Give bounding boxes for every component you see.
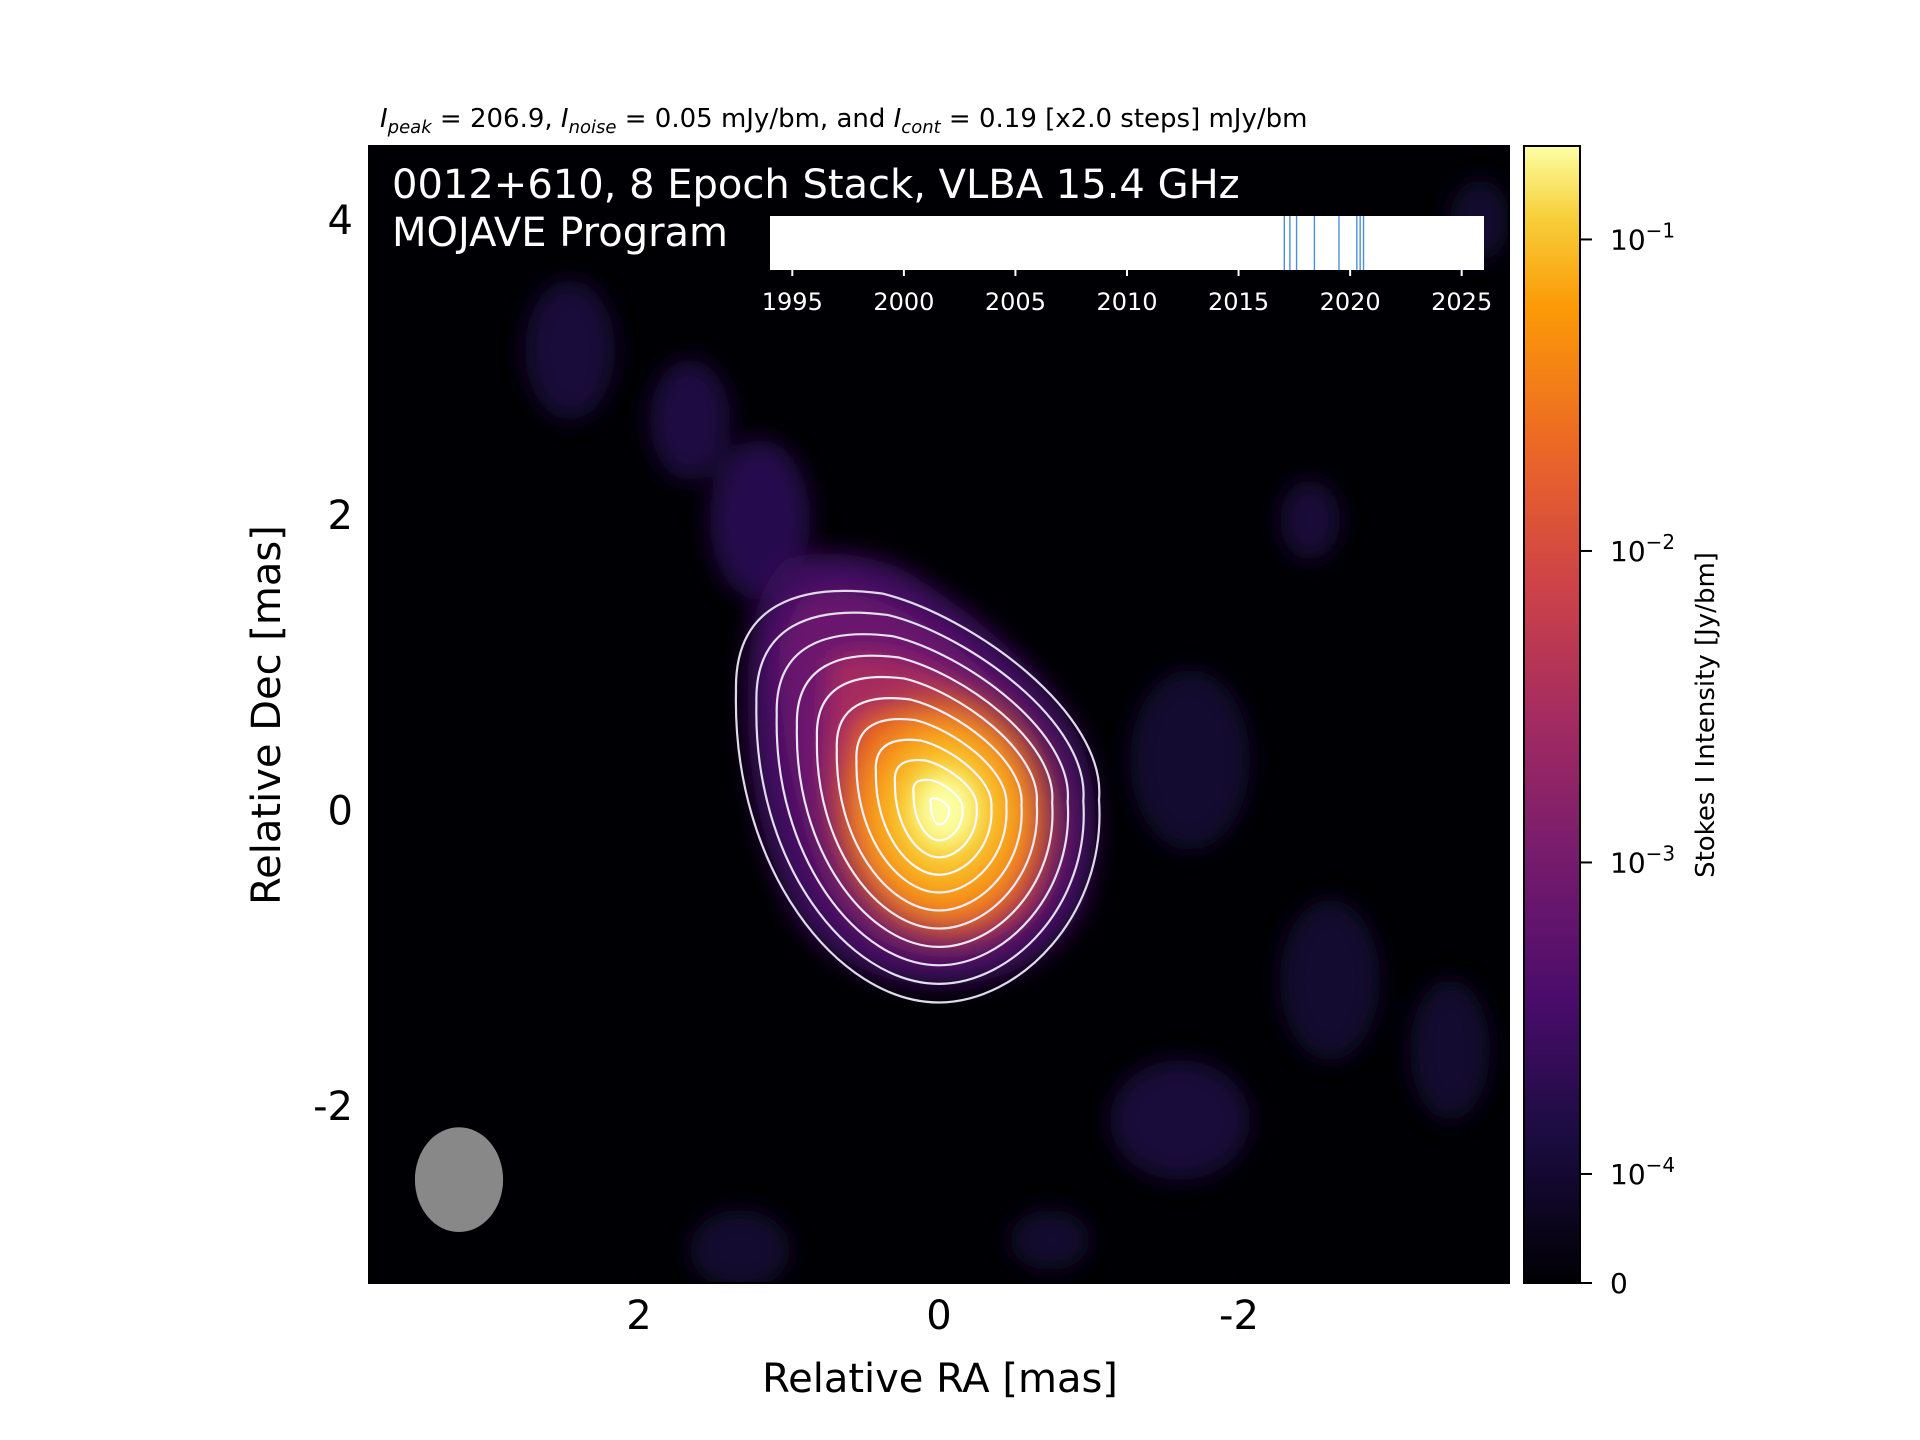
beam-ellipse [414,1127,504,1233]
y-tick-label: 2 [328,493,353,539]
noise-symbol: I [561,104,569,134]
timeline-tick-label: 2020 [1320,288,1381,316]
program-label: MOJAVE Program [392,210,728,256]
timeline-tick-label: 2000 [873,288,934,316]
x-axis-ticks: 2 0 -2 [626,1273,1259,1339]
timeline-tick-label: 2025 [1431,288,1492,316]
epoch-timeline: 1995 2000 2005 2010 2015 2020 2025 [762,216,1492,316]
noise-text: = 0.05 mJy/bm, and [616,104,893,134]
x-tick-label: 0 [926,1293,951,1339]
timeline-tick-label: 2010 [1096,288,1157,316]
y-axis-label: Relative Dec [mas] [244,525,290,905]
peak-sub: peak [387,117,434,138]
x-tick-label: -2 [1219,1293,1259,1339]
peak-symbol: I [380,104,388,134]
contour-level [855,718,1008,894]
contour-level [815,675,1039,930]
x-axis-label: Relative RA [mas] [762,1356,1118,1402]
colorbar-tick-label: 10−4 [1610,1153,1675,1191]
contour-level [929,797,951,826]
core-peak [915,774,975,846]
contour-level [755,611,1085,985]
contour-level [734,589,1101,1004]
timeline-ticks: 1995 2000 2005 2010 2015 2020 2025 [762,270,1492,316]
colorbar-tick-label: 10−1 [1610,218,1675,256]
contour-level [775,633,1070,967]
colorbar-tick-label: 10−2 [1610,530,1675,568]
cont-sub: cont [901,117,941,138]
y-tick-label: 0 [328,788,353,834]
y-tick-label: -2 [313,1084,353,1130]
colorbar-frame [1523,145,1581,1284]
header-stats: Ipeak = 206.9, Inoise = 0.05 mJy/bm, and… [380,104,1307,138]
peak-text: = 206.9, [432,104,561,134]
epoch-lines [1283,216,1365,270]
timeline-tick-label: 1995 [762,288,823,316]
y-tick-label: 4 [328,198,353,244]
timeline-tick-label: 2015 [1208,288,1269,316]
colorbar-tick-label: 0 [1610,1267,1628,1300]
cont-text: = 0.19 [x2.0 steps] mJy/bm [941,104,1308,134]
cont-symbol: I [894,104,902,134]
colorbar-gradient [1524,146,1580,1283]
x-tick-label: 2 [626,1293,651,1339]
contour-level [893,758,978,859]
contour-level [874,738,993,876]
contour-level [912,778,964,842]
timeline-box [770,216,1484,270]
colorbar-tick-label: 10−3 [1610,841,1675,879]
timeline-tick-label: 2005 [985,288,1046,316]
map-panel [369,146,1509,1283]
noise-sub: noise [569,117,617,138]
colorbar-label: Stokes I Intensity [Jy/bm] [1691,552,1721,878]
colorbar: 10−1 10−2 10−3 10−4 0 Stokes I Intensity [Jy… [1523,145,1721,1300]
map-title: 0012+610, 8 Epoch Stack, VLBA 15.4 GHz [392,162,1240,208]
contour-set [734,589,1101,1004]
noise-blobs [525,180,1509,1283]
y-axis-ticks: 4 2 0 -2 [313,198,379,1130]
contour-level [835,697,1023,912]
contour-level [795,654,1054,948]
colorbar-ticks: 10−1 10−2 10−3 10−4 0 [1580,218,1675,1300]
